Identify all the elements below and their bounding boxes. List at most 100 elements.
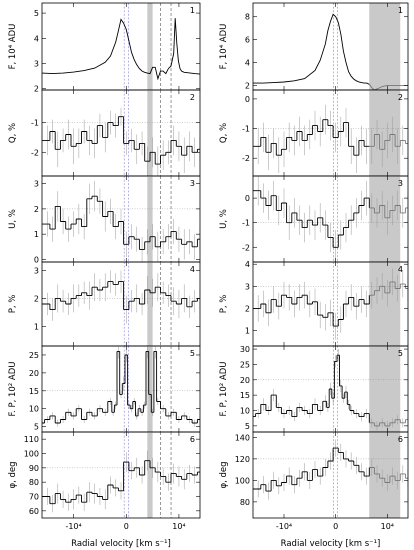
y-axis-label: Q, % <box>219 123 229 143</box>
y-tick-label: 5 <box>245 422 250 431</box>
y-tick-label: 20 <box>29 369 39 378</box>
panel-right-1: 2 4 6 8 1 F, 10⁴ ADU <box>219 2 409 90</box>
y-tick-label: 15 <box>29 387 39 396</box>
y-tick-label: 6 <box>245 36 250 45</box>
panel-right-5: 5 10 15 20 25 30 5 F. P, 10² ADU <box>219 345 409 433</box>
step-series <box>42 116 200 165</box>
panel-frame <box>41 89 201 177</box>
x-tick-label: 10⁴ <box>381 522 394 531</box>
y-tick-label: 4 <box>245 59 250 68</box>
y-tick-label: -2 <box>242 154 250 163</box>
panel-number: 1 <box>398 6 403 15</box>
y-tick-label: 2 <box>245 81 250 90</box>
panel-plot-area <box>253 262 408 346</box>
panel-frame <box>41 431 201 519</box>
y-tick-label: 140 <box>235 433 250 442</box>
y-tick-label: -1 <box>242 219 250 228</box>
y-tick-label: 60 <box>29 507 39 516</box>
y-axis-label: P, % <box>219 295 229 314</box>
masked-band <box>147 176 153 262</box>
panel-left-2: -2 -1 2 Q, % <box>8 89 201 177</box>
y-axis-label: F, 10⁴ ADU <box>8 24 18 70</box>
panel-plot-area <box>253 346 408 432</box>
step-series-masked <box>369 134 408 150</box>
y-tick-label: 1 <box>34 230 39 239</box>
y-axis-label: F, 10⁴ ADU <box>219 24 229 70</box>
masked-band <box>147 90 153 176</box>
masked-band <box>147 432 153 518</box>
panel-right-4: 1 2 3 4 4 P, % <box>219 260 409 347</box>
y-tick-label: -1 <box>242 125 250 134</box>
panel-number: 3 <box>190 179 195 188</box>
step-series-masked <box>369 419 408 427</box>
panel-left-3: 0 1 2 3 3 U, % <box>8 175 201 264</box>
step-series <box>253 447 370 492</box>
y-tick-label: 80 <box>29 478 39 487</box>
step-series-masked <box>369 205 408 219</box>
panel-right-6: 80 100 120 140 6 φ, deg <box>219 431 409 519</box>
y-tick-label: 10 <box>240 407 250 416</box>
panel-plot-area <box>253 176 408 262</box>
step-series <box>253 119 370 156</box>
y-tick-label: 8 <box>245 13 250 22</box>
y-tick-label: 5 <box>34 9 39 18</box>
y-tick-label: 80 <box>240 498 250 507</box>
spectrum-line <box>253 13 370 85</box>
panel-frame <box>252 431 409 519</box>
panel-left-1: 2 3 4 5 1 F, 10⁴ ADU <box>8 2 201 94</box>
y-tick-label: 1 <box>34 322 39 331</box>
panel-plot-area <box>253 432 408 518</box>
y-tick-label: 10 <box>29 405 39 414</box>
y-tick-label: 2 <box>34 294 39 303</box>
chart-column-left: 2 3 4 5 1 F, 10⁴ ADU -2 -1 2 Q, % 0 1 2 3 3 U, % 1 2 3 4 P, … <box>8 2 201 549</box>
x-tick-label: -10⁴ <box>65 522 81 531</box>
y-tick-label: 2 <box>245 304 250 313</box>
panel-number: 5 <box>190 349 195 358</box>
x-tick-label: 0 <box>333 522 338 531</box>
y-tick-label: 100 <box>24 450 39 459</box>
y-tick-label: 0 <box>245 95 250 104</box>
step-series <box>42 281 200 311</box>
y-tick-label: 20 <box>240 376 250 385</box>
panel-number: 5 <box>398 349 403 358</box>
y-tick-label: 25 <box>240 360 250 369</box>
panel-plot-area <box>42 262 200 346</box>
y-tick-label: 2 <box>34 205 39 214</box>
y-tick-label: 5 <box>34 423 39 432</box>
panel-number: 6 <box>190 435 195 444</box>
panel-left-5: 5 10 15 20 25 5 F. P, 10² ADU <box>8 345 201 433</box>
masked-band <box>369 346 401 432</box>
panel-right-3: -2 -1 0 3 U, % <box>219 175 409 263</box>
y-tick-label: 1 <box>245 327 250 336</box>
panel-number: 2 <box>190 93 195 102</box>
panel-plot-area <box>42 176 200 262</box>
y-tick-label: 70 <box>29 493 39 502</box>
y-axis-label: F. P, 10² ADU <box>8 362 18 417</box>
panel-number: 4 <box>190 265 195 274</box>
y-axis-label: Q, % <box>8 123 18 143</box>
y-tick-label: 0 <box>245 194 250 203</box>
y-tick-label: -2 <box>31 148 39 157</box>
x-tick-label: 10⁴ <box>172 522 185 531</box>
step-series <box>253 190 370 248</box>
y-tick-label: -2 <box>242 243 250 252</box>
panel-plot-area <box>42 3 200 90</box>
y-axis-label: F. P, 10² ADU <box>219 362 229 417</box>
y-axis-label: P, % <box>8 295 18 314</box>
panel-number: 3 <box>398 179 403 188</box>
masked-band <box>369 90 401 176</box>
y-axis-label: U, % <box>8 209 18 229</box>
masked-band <box>147 3 153 90</box>
panel-frame <box>41 2 201 91</box>
masked-band <box>369 3 401 90</box>
x-axis-label: Radial velocity [km s⁻¹] <box>281 539 381 549</box>
y-axis-label: U, % <box>219 209 229 229</box>
y-tick-label: 110 <box>24 435 39 444</box>
y-tick-label: 2 <box>34 85 39 94</box>
panel-number: 6 <box>398 435 403 444</box>
y-tick-label: 30 <box>240 345 250 354</box>
masked-band <box>147 262 153 346</box>
panel-plot-area <box>42 432 200 518</box>
spectrum-line <box>42 18 200 81</box>
